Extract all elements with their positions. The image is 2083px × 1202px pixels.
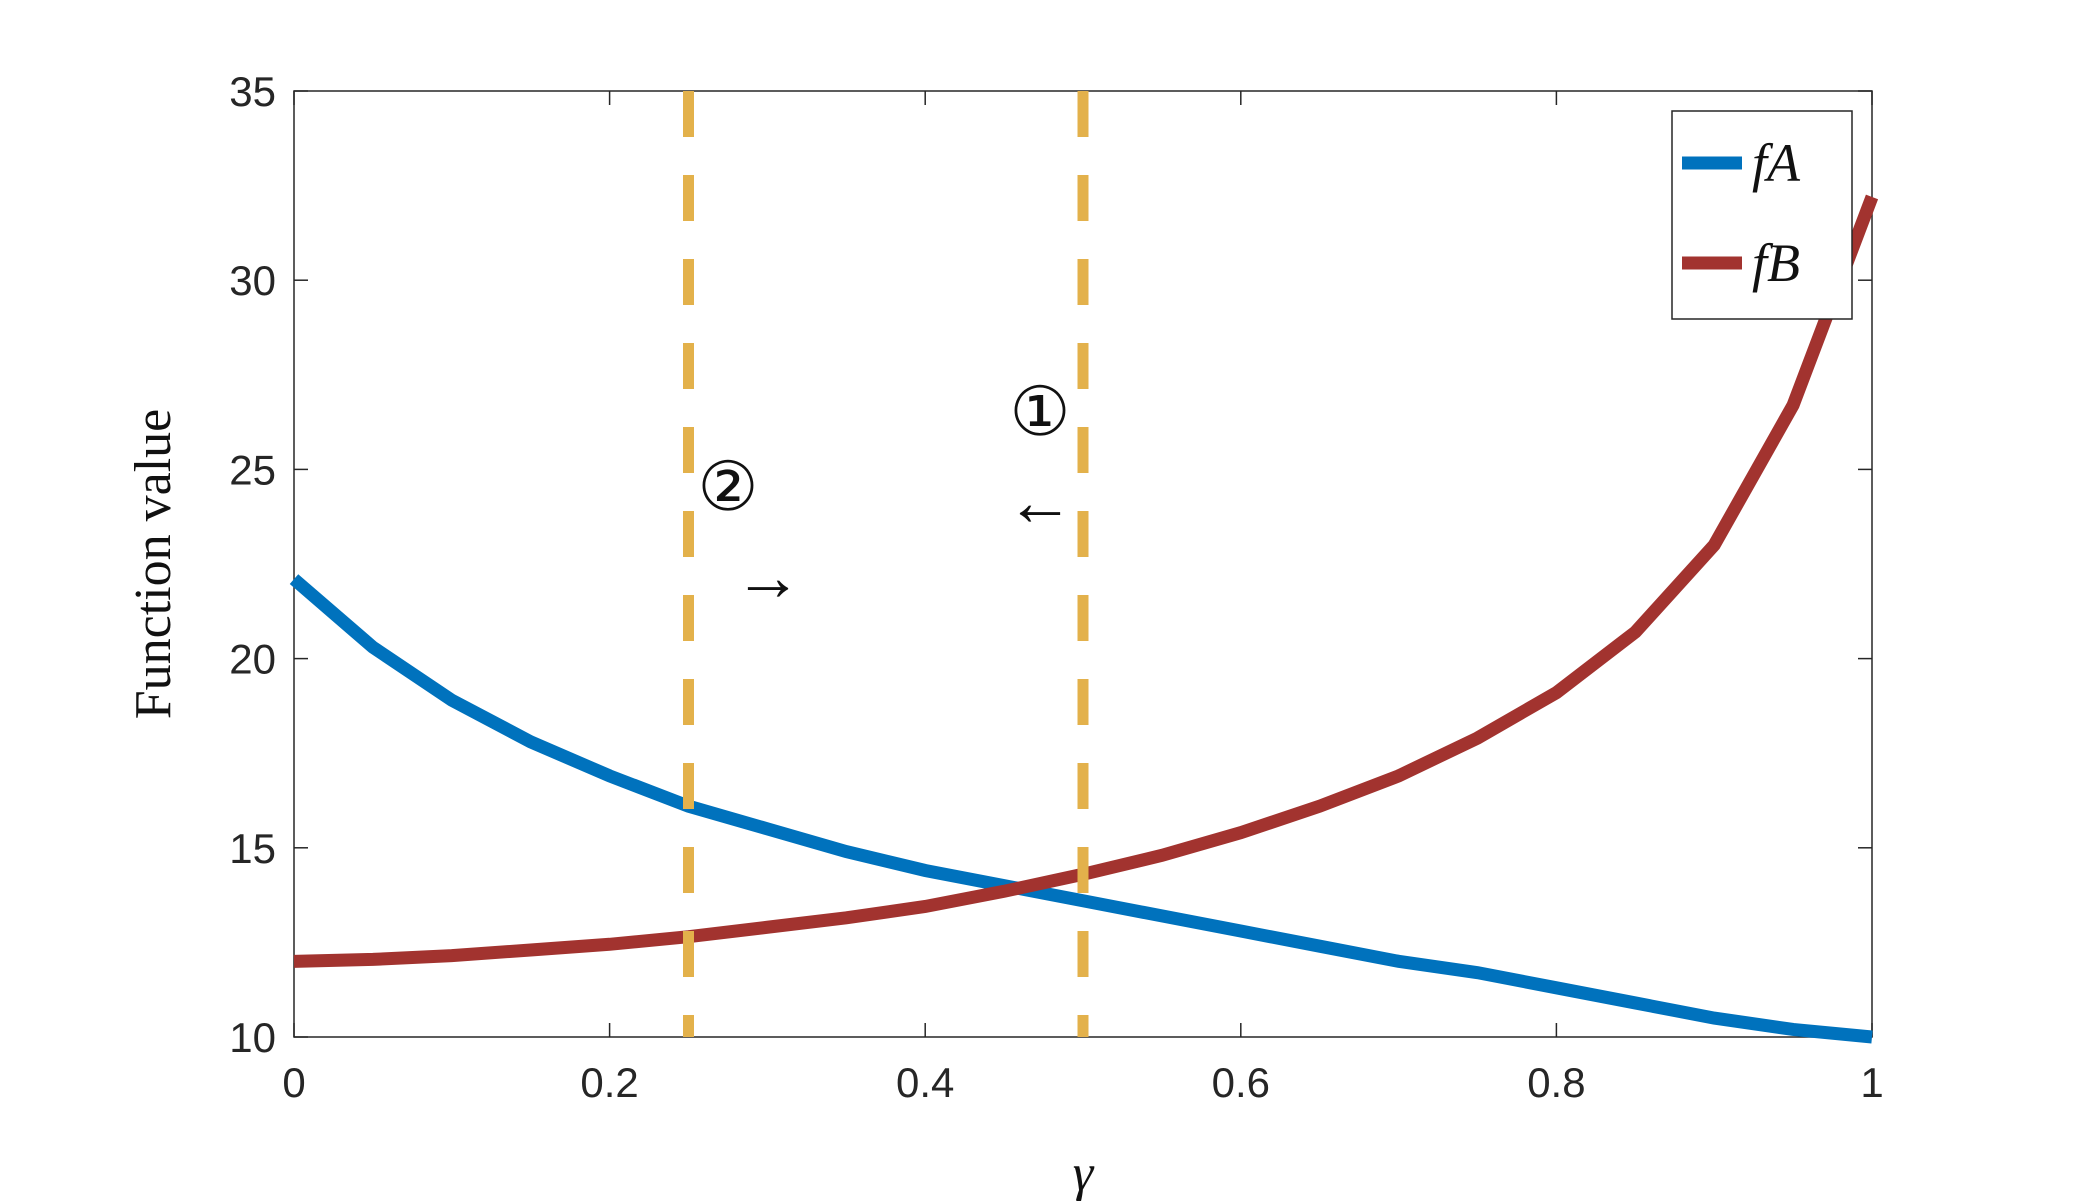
x-tick-label: 0.2 bbox=[580, 1059, 638, 1106]
x-tick-label: 1 bbox=[1860, 1059, 1883, 1106]
annotation: → bbox=[734, 539, 802, 615]
series-line bbox=[289, 574, 1873, 1044]
y-tick-label: 20 bbox=[229, 636, 276, 683]
x-tick-label: 0.8 bbox=[1527, 1059, 1585, 1106]
y-tick-label: 30 bbox=[229, 257, 276, 304]
y-tick-label: 35 bbox=[229, 68, 276, 115]
y-tick-label: 25 bbox=[229, 446, 276, 493]
legend-label: fA bbox=[1752, 133, 1801, 193]
legend-label: fB bbox=[1752, 233, 1800, 293]
y-tick-label: 10 bbox=[229, 1014, 276, 1061]
x-axis-label: γ bbox=[1073, 1145, 1095, 1202]
x-tick-label: 0.6 bbox=[1212, 1059, 1270, 1106]
x-tick-label: 0.4 bbox=[896, 1059, 954, 1106]
annotation: ② bbox=[698, 449, 759, 525]
annotation: ← bbox=[1006, 464, 1074, 540]
x-tick-label: 0 bbox=[282, 1059, 305, 1106]
y-tick-label: 15 bbox=[229, 825, 276, 872]
y-axis-label: Function value bbox=[125, 409, 182, 720]
legend: fA fB bbox=[1671, 110, 1853, 320]
legend-box bbox=[1671, 110, 1853, 320]
annotation: ① bbox=[1010, 374, 1071, 450]
